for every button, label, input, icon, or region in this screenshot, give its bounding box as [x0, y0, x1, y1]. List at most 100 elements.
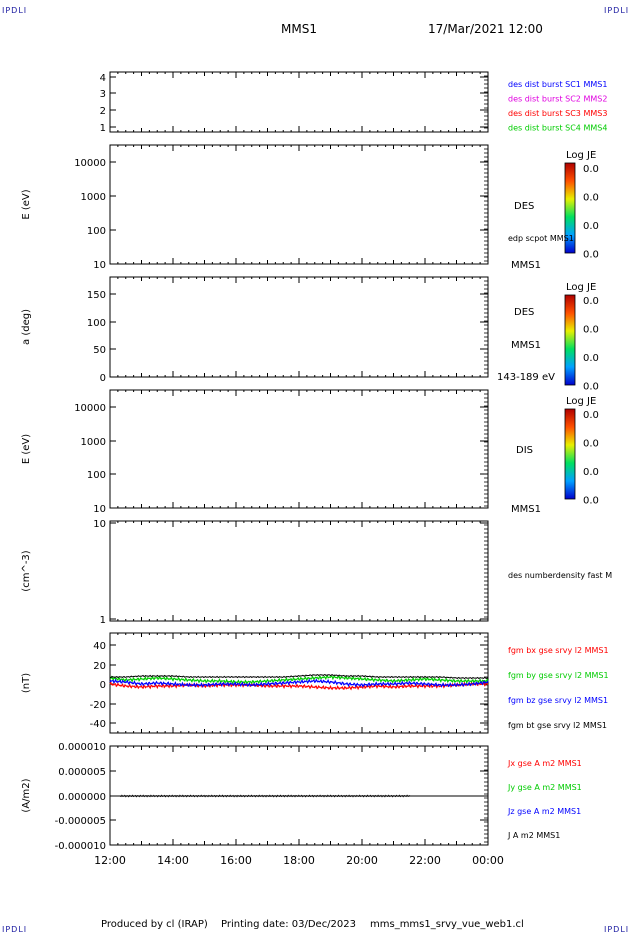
- colorbar-tick-label: 0.0: [583, 439, 599, 450]
- time-tick-label: 00:00: [472, 854, 504, 867]
- y-tick-label: 0.000000: [58, 792, 106, 803]
- y-tick-label: 1000: [81, 192, 106, 203]
- y-tick-label: 4: [100, 73, 106, 84]
- legend-entry: fgm bt gse srvy l2 MMS1: [508, 721, 607, 730]
- panel-bottom-label: MMS1: [511, 260, 541, 271]
- corner-label-bottom-right: IPDLI: [604, 925, 630, 934]
- time-tick-label: 14:00: [157, 854, 189, 867]
- corner-label-top-left: IPDLI: [2, 6, 28, 15]
- panel-frame: [109, 71, 489, 133]
- y-tick-label: 3: [100, 89, 106, 100]
- y-tick-label: 0: [100, 680, 106, 691]
- legend-entry: fgm bz gse srvy l2 MMS1: [508, 696, 608, 705]
- panel-label-des: DES: [514, 307, 534, 318]
- panel-bottom-label: MMS1: [511, 504, 541, 515]
- y-tick-label: 0: [100, 373, 106, 384]
- legend-entry: fgm bx gse srvy l2 MMS1: [508, 646, 609, 655]
- series-line: [109, 681, 489, 691]
- colorbar-tick-label: 0.0: [583, 353, 599, 364]
- legend-entry: des dist burst SC4 MMS4: [508, 124, 607, 133]
- y-tick-label: 0.000010: [58, 742, 106, 753]
- y-tick-label: 10000: [74, 403, 106, 414]
- time-tick-label: 18:00: [283, 854, 315, 867]
- y-tick-label: 40: [93, 641, 106, 652]
- y-tick-label: -20: [90, 700, 106, 711]
- y-tick-label: 1: [100, 615, 106, 626]
- legend-entry: Jx gse A m2 MMS1: [507, 759, 582, 768]
- colorbar-title: Log JE: [566, 282, 596, 293]
- colorbar-tick-label: 0.0: [583, 164, 599, 175]
- corner-label-bottom-left: IPDLI: [2, 925, 28, 934]
- colorbar-tick-label: 0.0: [583, 325, 599, 336]
- y-tick-label: 150: [87, 290, 106, 301]
- y-axis-label: E (eV): [21, 434, 32, 464]
- colorbar: [564, 294, 576, 386]
- legend-entry: des dist burst SC1 MMS1: [508, 80, 607, 89]
- y-tick-label: 1: [100, 123, 106, 134]
- y-tick-label: 2: [100, 106, 106, 117]
- y-tick-label: 100: [87, 226, 106, 237]
- footer-filename: mms_mms1_srvy_vue_web1.cl: [370, 919, 524, 930]
- header-spacecraft: MMS1: [281, 22, 317, 36]
- colorbar-tick-label: 0.0: [583, 221, 599, 232]
- y-axis-label: (cm^-3): [21, 550, 32, 591]
- legend-entry: fgm by gse srvy l2 MMS1: [508, 671, 609, 680]
- panel-frame: [109, 389, 489, 509]
- legend-entry: J A m2 MMS1: [507, 831, 560, 840]
- series-line: [119, 794, 411, 798]
- y-tick-label: 10: [93, 260, 106, 271]
- series-line: [110, 674, 489, 685]
- time-tick-label: 20:00: [346, 854, 378, 867]
- colorbar-tick-label: 0.0: [583, 467, 599, 478]
- y-tick-label: 0.000005: [58, 767, 106, 778]
- colorbar-tick-label: 0.0: [583, 296, 599, 307]
- y-axis-label: E (eV): [21, 189, 32, 219]
- legend-entry: des numberdensity fast M: [508, 571, 612, 580]
- footer-printing-date: Printing date: 03/Dec/2023: [221, 919, 357, 930]
- panel-bottom-label: 143-189 eV: [497, 372, 555, 383]
- series-line: [109, 678, 489, 688]
- y-tick-label: -0.000005: [55, 816, 106, 827]
- y-tick-label: 100: [87, 318, 106, 329]
- y-tick-label: 10000: [74, 158, 106, 169]
- colorbar-title: Log JE: [566, 150, 596, 161]
- colorbar: [564, 162, 576, 254]
- y-tick-label: 10: [93, 519, 106, 530]
- y-tick-label: -40: [90, 719, 106, 730]
- panel-frame: [109, 520, 489, 622]
- colorbar: [564, 408, 576, 500]
- y-tick-label: 10: [93, 504, 106, 515]
- y-tick-label: 50: [93, 345, 106, 356]
- legend-entry: Jy gse A m2 MMS1: [507, 783, 582, 792]
- panel-label-dis: DIS: [516, 445, 533, 456]
- panel-note: edp scpot MMS1: [508, 234, 574, 243]
- colorbar-tick-label: 0.0: [583, 496, 599, 507]
- header-datetime: 17/Mar/2021 12:00: [428, 22, 543, 36]
- corner-label-top-right: IPDLI: [604, 6, 630, 15]
- y-axis-label: a (deg): [21, 309, 32, 345]
- colorbar-tick-label: 0.0: [583, 193, 599, 204]
- y-tick-label: 20: [93, 661, 106, 672]
- colorbar-tick-label: 0.0: [583, 410, 599, 421]
- time-tick-label: 22:00: [409, 854, 441, 867]
- y-tick-label: 100: [87, 470, 106, 481]
- footer-produced: Produced by cl (IRAP): [101, 919, 208, 930]
- panel-label-des: DES: [514, 201, 534, 212]
- y-tick-label: -0.000010: [55, 841, 106, 852]
- panel-frame: [109, 144, 489, 265]
- legend-entry: des dist burst SC3 MMS3: [508, 109, 607, 118]
- colorbar-tick-label: 0.0: [583, 382, 599, 393]
- series-line: [109, 673, 488, 680]
- panel-label-spacecraft: MMS1: [511, 340, 541, 351]
- y-tick-label: 1000: [81, 437, 106, 448]
- y-axis-label: (nT): [21, 673, 32, 693]
- time-tick-label: 16:00: [220, 854, 252, 867]
- colorbar-tick-label: 0.0: [583, 250, 599, 261]
- legend-entry: Jz gse A m2 MMS1: [507, 807, 581, 816]
- y-axis-label: (A/m2): [21, 778, 32, 812]
- legend-entry: des dist burst SC2 MMS2: [508, 95, 607, 104]
- panel-frame: [109, 276, 489, 378]
- time-tick-label: 12:00: [94, 854, 126, 867]
- colorbar-title: Log JE: [566, 396, 596, 407]
